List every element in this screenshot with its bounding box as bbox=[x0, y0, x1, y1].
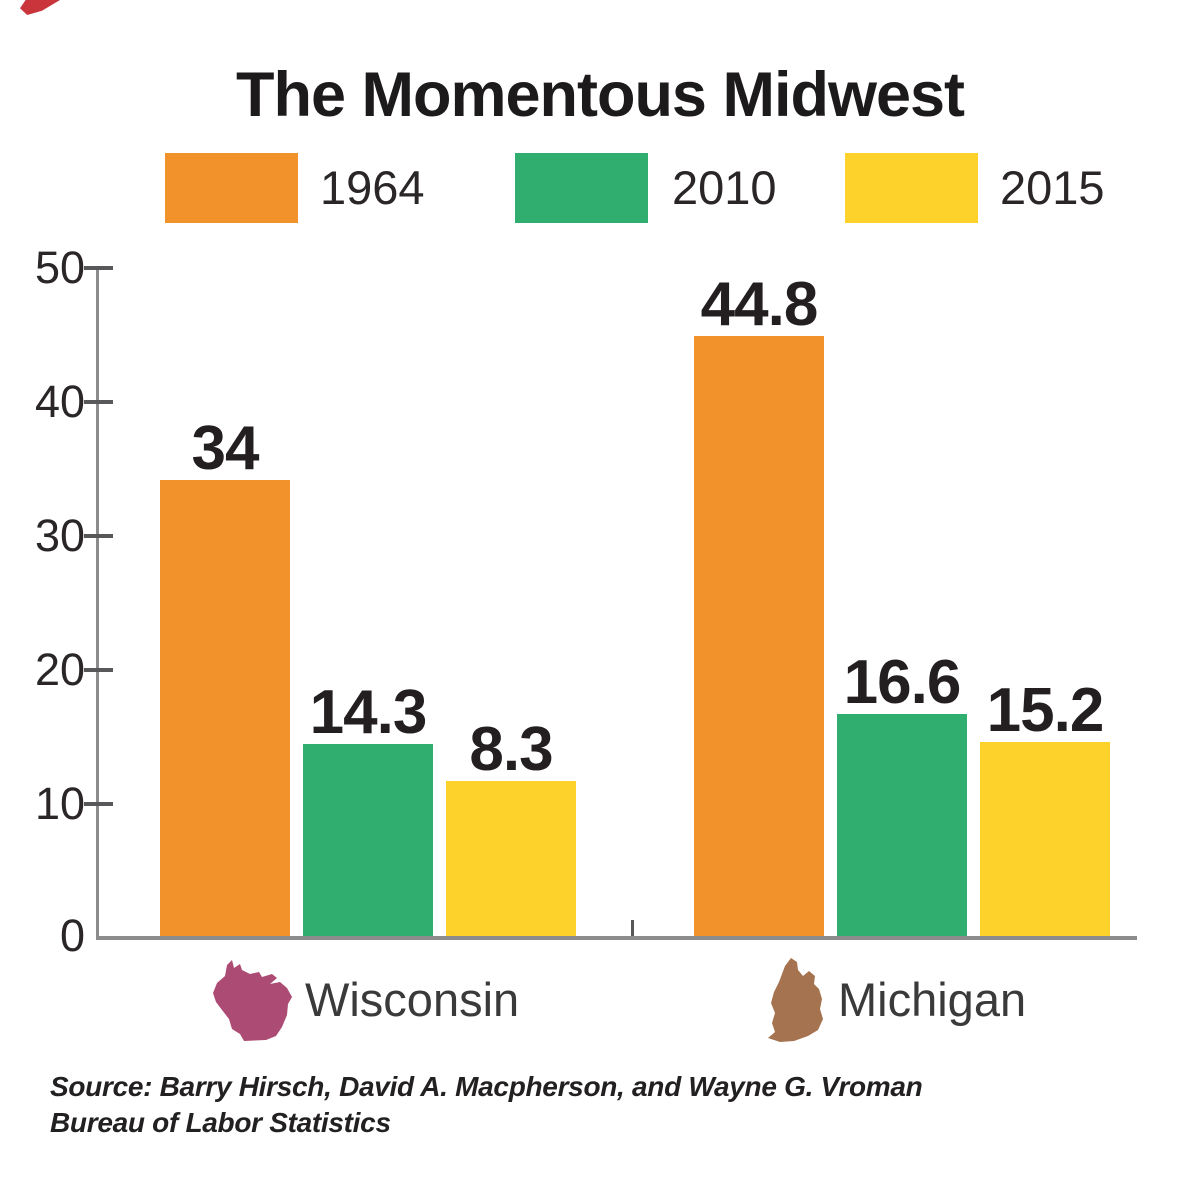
y-tick-label-10: 10 bbox=[34, 778, 85, 829]
y-tick-20 bbox=[84, 668, 113, 672]
value-label-wisconsin-2015: 8.3 bbox=[469, 715, 553, 784]
wisconsin-state-icon bbox=[213, 960, 292, 1041]
bar-wisconsin-1964 bbox=[160, 480, 290, 936]
y-tick-50 bbox=[84, 266, 113, 270]
legend-label-2010: 2010 bbox=[672, 161, 777, 214]
source-line-2: Bureau of Labor Statistics bbox=[50, 1107, 391, 1138]
corner-mark bbox=[20, 0, 60, 15]
bar-michigan-1964 bbox=[694, 336, 824, 936]
y-tick-label-20: 20 bbox=[34, 644, 85, 695]
value-label-michigan-1964: 44.8 bbox=[700, 270, 819, 339]
bar-wisconsin-2015 bbox=[446, 781, 576, 936]
chart-title: The Momentous Midwest bbox=[235, 60, 965, 130]
michigan-state-icon bbox=[768, 958, 823, 1042]
legend-swatch-1964 bbox=[165, 153, 298, 223]
bar-wisconsin-2010 bbox=[303, 744, 433, 936]
y-tick-10 bbox=[84, 802, 113, 806]
source-line-1: Source: Barry Hirsch, David A. Macpherso… bbox=[50, 1071, 923, 1102]
value-label-michigan-2010: 16.6 bbox=[843, 648, 962, 717]
y-tick-label-50: 50 bbox=[34, 242, 85, 293]
group-label-michigan: Michigan bbox=[838, 973, 1027, 1026]
y-tick-label-40: 40 bbox=[34, 376, 85, 427]
legend-swatch-2015 bbox=[845, 153, 978, 223]
value-label-wisconsin-1964: 34 bbox=[191, 414, 260, 483]
group-separator-tick bbox=[631, 920, 634, 936]
bar-michigan-2010 bbox=[837, 714, 967, 936]
y-tick-label-30: 30 bbox=[34, 510, 85, 561]
legend-label-2015: 2015 bbox=[1000, 161, 1105, 214]
value-label-wisconsin-2010: 14.3 bbox=[309, 678, 428, 747]
y-tick-30 bbox=[84, 534, 113, 538]
y-tick-label-0: 0 bbox=[59, 910, 85, 961]
y-axis-line bbox=[96, 266, 99, 940]
y-tick-40 bbox=[84, 400, 113, 404]
legend-label-1964: 1964 bbox=[320, 161, 425, 214]
x-axis-line bbox=[96, 936, 1137, 940]
value-label-michigan-2015: 15.2 bbox=[986, 676, 1105, 745]
bar-michigan-2015 bbox=[980, 742, 1110, 936]
group-label-wisconsin: Wisconsin bbox=[305, 973, 520, 1026]
legend-swatch-2010 bbox=[515, 153, 648, 223]
